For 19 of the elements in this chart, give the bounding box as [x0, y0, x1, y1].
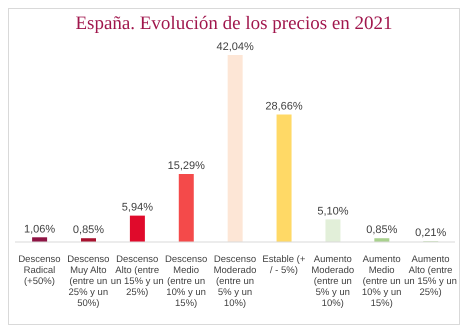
x-tick-label: Aumento Alto (entre un 15% y un 25%) [404, 254, 457, 298]
x-tick-label: Aumento Moderado (entre un 5% y un 10%) [311, 254, 354, 309]
data-label: 1,06% [24, 223, 56, 236]
data-label: 0,21% [415, 227, 447, 240]
x-tick-label: Descenso Muy Alto (entre un 25% y un 50%) [67, 254, 110, 309]
data-label: 5,94% [122, 202, 154, 214]
x-tick-label: Descenso Moderado (entre un 5% y un 10%) [214, 254, 256, 309]
x-tick-label: Descenso Alto (entre un 15% y un 25%) [110, 254, 164, 298]
data-label: 0,85% [366, 224, 398, 236]
data-label: 15,29% [168, 160, 206, 172]
x-tick-label: Descenso Medio (entre un 10% y un 15%) [164, 254, 208, 309]
data-label: 5,10% [317, 205, 349, 218]
data-label: 42,04% [216, 41, 254, 53]
chart-title: España. Evolución de los precios en 2021 [74, 13, 394, 36]
data-label: 28,66% [265, 100, 303, 113]
x-tick-label: Aumento Medio (entre un 10% y un 15%) [362, 254, 402, 309]
x-tick-label: Descenso Radical (+50%) [18, 254, 61, 287]
data-label: 0,85% [72, 224, 104, 236]
x-tick-label: Estable (+ / - 5%) [262, 254, 306, 276]
